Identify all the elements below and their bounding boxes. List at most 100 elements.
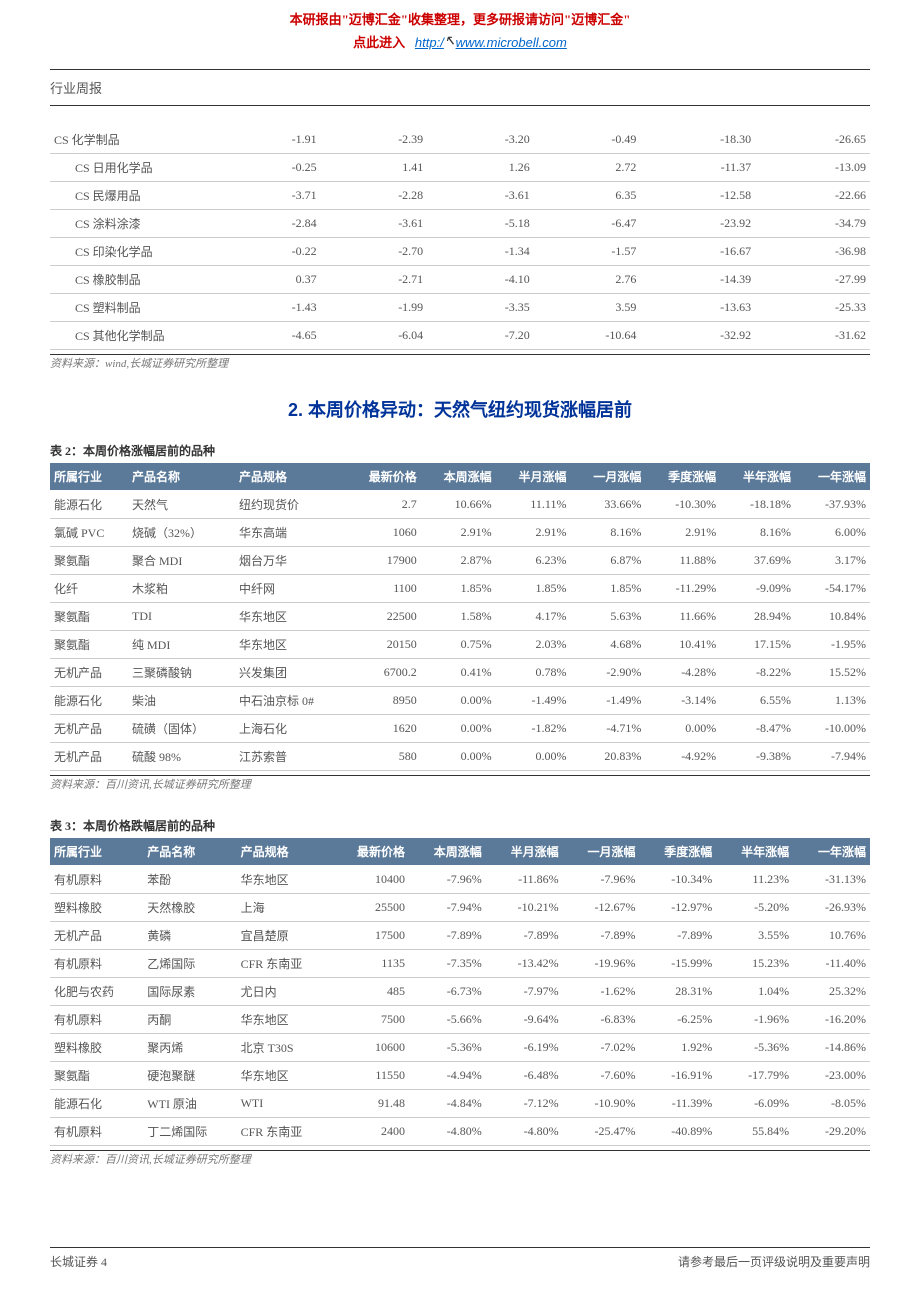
cell: -10.30% (645, 490, 720, 518)
cell: -5.66% (409, 1005, 486, 1033)
cell: WTI 原油 (143, 1089, 236, 1117)
cell: -16.91% (639, 1061, 716, 1089)
cell: -7.89% (563, 921, 640, 949)
col-header: 产品规格 (237, 838, 333, 866)
cell: -6.48% (486, 1061, 563, 1089)
cell: -1.95% (795, 630, 870, 658)
cell: -10.00% (795, 714, 870, 742)
cell-value: -13.09 (755, 153, 870, 181)
banner-prefix: 点此进入 (353, 35, 405, 50)
cell-value: -2.39 (321, 126, 428, 154)
table-row: 聚氨酯聚合 MDI烟台万华179002.87%6.23%6.87%11.88%3… (50, 546, 870, 574)
cell-value: -1.43 (214, 293, 321, 321)
table-row: 聚氨酯纯 MDI华东地区201500.75%2.03%4.68%10.41%17… (50, 630, 870, 658)
cell: 0.00% (421, 686, 496, 714)
cell: 丙酮 (143, 1005, 236, 1033)
table-row: 有机原料丙酮华东地区7500-5.66%-9.64%-6.83%-6.25%-1… (50, 1005, 870, 1033)
cell: 黄磷 (143, 921, 236, 949)
cell: 4.68% (570, 630, 645, 658)
cell-value: -6.04 (321, 321, 428, 349)
col-header: 产品名称 (128, 463, 235, 491)
col-header: 一月涨幅 (570, 463, 645, 491)
cell: 有机原料 (50, 949, 143, 977)
cell: 11.11% (496, 490, 571, 518)
cell-value: -36.98 (755, 237, 870, 265)
cell: -6.83% (563, 1005, 640, 1033)
cell: 1.85% (421, 574, 496, 602)
cell-value: -32.92 (640, 321, 755, 349)
cell-value: -34.79 (755, 209, 870, 237)
cell: 能源石化 (50, 686, 128, 714)
cell: 37.69% (720, 546, 795, 574)
table-2-source: 资料来源：百川资讯,长城证券研究所整理 (50, 776, 870, 792)
cell-value: -18.30 (640, 126, 755, 154)
cell-value: -1.57 (534, 237, 641, 265)
cell: WTI (237, 1089, 333, 1117)
cell: -4.71% (570, 714, 645, 742)
table-2-caption: 表 2：本周价格涨幅居前的品种 (50, 442, 870, 459)
cell: -10.21% (486, 893, 563, 921)
cell: -12.97% (639, 893, 716, 921)
cell-name: CS 涂料涂漆 (50, 209, 214, 237)
cell: 2400 (332, 1117, 409, 1145)
cell: -4.94% (409, 1061, 486, 1089)
cell: 2.91% (496, 518, 571, 546)
cell: -7.89% (409, 921, 486, 949)
footer-left: 长城证券 4 (50, 1253, 107, 1270)
cell-value: -4.10 (427, 265, 534, 293)
cell: -8.05% (793, 1089, 870, 1117)
page-header: 行业周报 (50, 69, 870, 106)
cell-value: -2.70 (321, 237, 428, 265)
cell: -4.84% (409, 1089, 486, 1117)
cell: -1.82% (496, 714, 571, 742)
table-row: 能源石化WTI 原油WTI91.48-4.84%-7.12%-10.90%-11… (50, 1089, 870, 1117)
cell: -25.47% (563, 1117, 640, 1145)
cell-name: CS 塑料制品 (50, 293, 214, 321)
cell: 10.76% (793, 921, 870, 949)
table-row: 能源石化天然气纽约现货价2.710.66%11.11%33.66%-10.30%… (50, 490, 870, 518)
table-row: CS 橡胶制品0.37-2.71-4.102.76-14.39-27.99 (50, 265, 870, 293)
cell: -11.40% (793, 949, 870, 977)
cell: 华东地区 (237, 1005, 333, 1033)
cell-value: -14.39 (640, 265, 755, 293)
cell: 华东高端 (235, 518, 346, 546)
cell: -54.17% (795, 574, 870, 602)
cell: -16.20% (793, 1005, 870, 1033)
cell: 25500 (332, 893, 409, 921)
cell-value: 3.59 (534, 293, 641, 321)
col-header: 本周涨幅 (421, 463, 496, 491)
cell: 有机原料 (50, 865, 143, 893)
cell: -7.97% (486, 977, 563, 1005)
cell: 1620 (346, 714, 421, 742)
cell: -4.80% (409, 1117, 486, 1145)
cell: -7.60% (563, 1061, 640, 1089)
cell: 乙烯国际 (143, 949, 236, 977)
cell: 纽约现货价 (235, 490, 346, 518)
cell: 1.85% (496, 574, 571, 602)
cell-value: -3.35 (427, 293, 534, 321)
cell: 华东地区 (237, 865, 333, 893)
cell: 2.7 (346, 490, 421, 518)
cell: -7.94% (795, 742, 870, 770)
banner-link[interactable]: http:/↖www.microbell.com (415, 35, 567, 50)
cell: -8.22% (720, 658, 795, 686)
cell: 3.17% (795, 546, 870, 574)
cell-name: CS 其他化学制品 (50, 321, 214, 349)
cell-value: -2.84 (214, 209, 321, 237)
table-row: CS 日用化学品-0.251.411.262.72-11.37-13.09 (50, 153, 870, 181)
cell: 0.41% (421, 658, 496, 686)
cell: -11.86% (486, 865, 563, 893)
cell: -7.35% (409, 949, 486, 977)
cell: 1060 (346, 518, 421, 546)
cell-value: -0.25 (214, 153, 321, 181)
cell: 聚合 MDI (128, 546, 235, 574)
cell: 无机产品 (50, 921, 143, 949)
cell-value: -4.65 (214, 321, 321, 349)
cell: 5.63% (570, 602, 645, 630)
cell: -6.19% (486, 1033, 563, 1061)
cell: 有机原料 (50, 1117, 143, 1145)
cell: 化纤 (50, 574, 128, 602)
col-header: 产品规格 (235, 463, 346, 491)
cell-value: -31.62 (755, 321, 870, 349)
cell: 0.00% (421, 714, 496, 742)
